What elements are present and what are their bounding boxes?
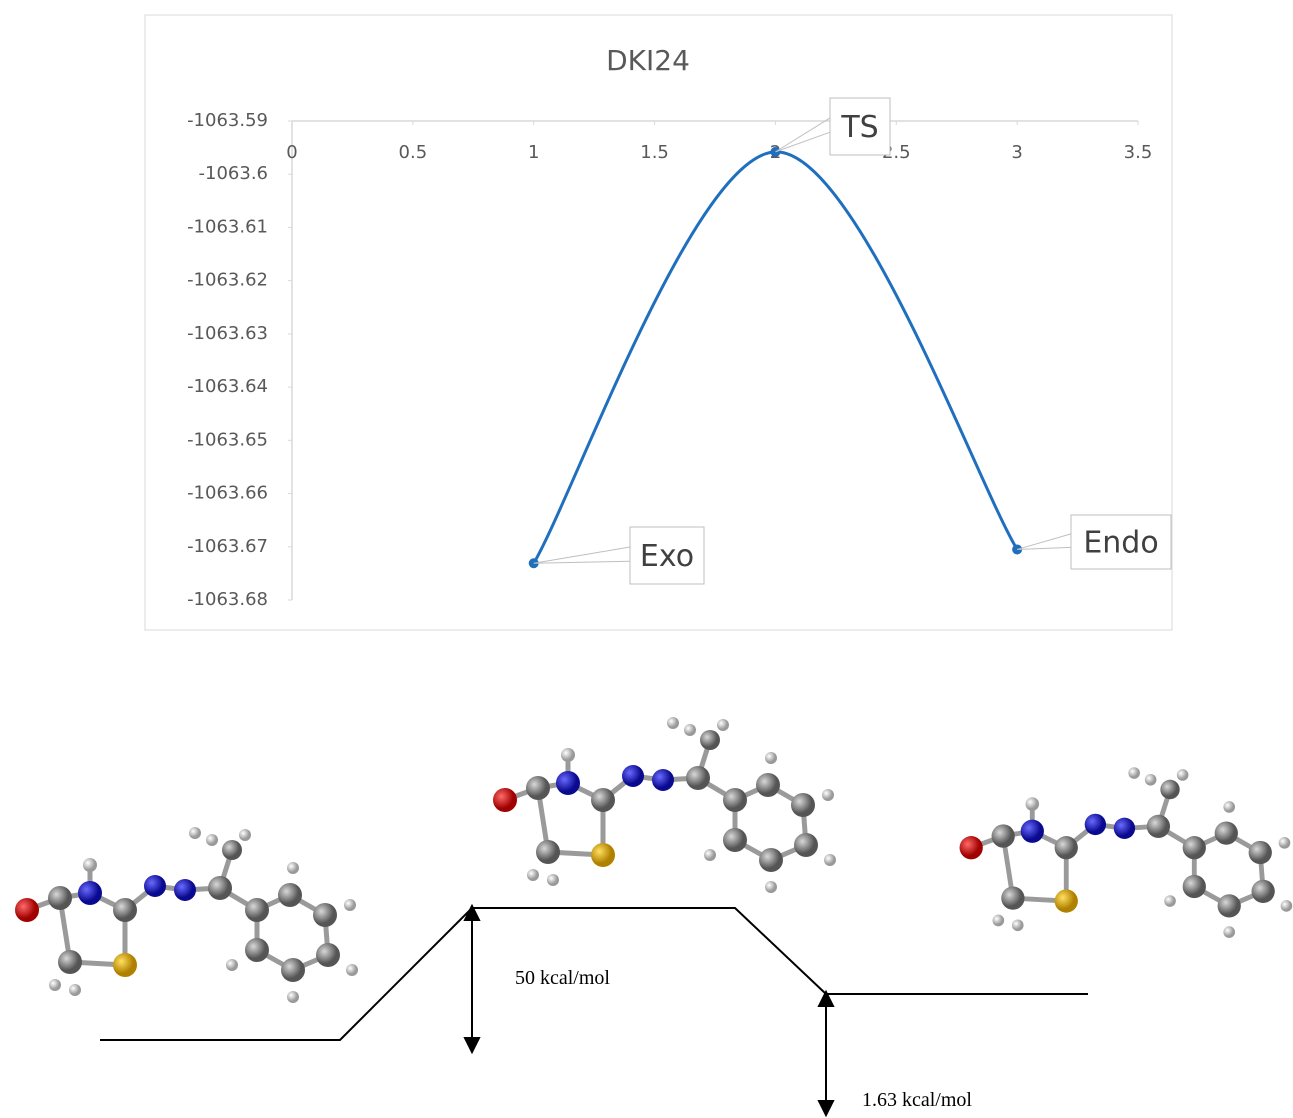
x-tick-label: 1 — [528, 142, 539, 163]
endo-molecule — [960, 767, 1293, 938]
point-label: Exo — [640, 539, 694, 574]
ts-molecule — [493, 717, 836, 893]
callout — [775, 117, 831, 153]
barrier-label: 50 kcal/mol — [515, 967, 610, 989]
point-label: TS — [840, 110, 878, 145]
label-box — [829, 97, 891, 156]
y-tick-label: -1063.62 — [187, 270, 268, 291]
arrows — [463, 903, 835, 1118]
plot-area: -1063.59 -1063.6 -1063.61 -1063.62 -1063.63 -… — [187, 97, 1172, 610]
difference-label: 1.63 kcal/mol — [862, 1089, 972, 1111]
x-tick-label: 0.5 — [399, 142, 428, 163]
x-tick-label: 1.5 — [640, 142, 669, 163]
x-tick-label: 3 — [1011, 142, 1022, 163]
y-tick-label: -1063.65 — [187, 429, 268, 450]
y-tick-label: -1063.61 — [187, 216, 268, 237]
label-box — [1070, 514, 1172, 570]
y-tick-label: -1063.64 — [187, 376, 268, 397]
y-tick-label: -1063.63 — [187, 323, 268, 344]
x-tick-label: 3.5 — [1124, 142, 1153, 163]
energy-profile — [100, 907, 1088, 1041]
chart-title: DKI24 — [606, 44, 690, 77]
label-box — [629, 526, 705, 585]
y-tick-label: -1063.67 — [187, 536, 268, 557]
y-tick-label: -1063.66 — [187, 483, 268, 504]
point-label: Endo — [1083, 526, 1158, 561]
callout — [1017, 533, 1072, 550]
y-tick-label: -1063.6 — [199, 163, 268, 184]
exo-molecule — [15, 827, 358, 1003]
callout — [533, 546, 631, 564]
x-tick-label: 0 — [286, 142, 297, 163]
y-tick-label: -1063.59 — [187, 110, 268, 131]
y-tick-label: -1063.68 — [187, 589, 268, 610]
